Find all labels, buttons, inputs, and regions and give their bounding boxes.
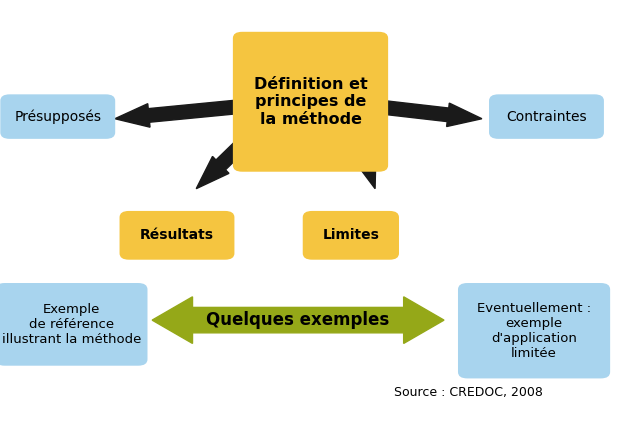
FancyBboxPatch shape [119,211,234,259]
FancyBboxPatch shape [458,283,610,378]
FancyBboxPatch shape [1,95,116,139]
FancyBboxPatch shape [489,95,604,139]
Polygon shape [347,117,376,189]
FancyBboxPatch shape [302,211,399,259]
Text: Eventuellement :
exemple
d'application
limitée: Eventuellement : exemple d'application l… [477,302,591,360]
Text: Définition et
principes de
la méthode: Définition et principes de la méthode [253,77,368,127]
Text: Quelques exemples: Quelques exemples [206,311,390,329]
Polygon shape [352,97,482,126]
Polygon shape [152,297,444,343]
Text: Présupposés: Présupposés [14,109,101,124]
Text: Exemple
de référence
illustrant la méthode: Exemple de référence illustrant la métho… [2,303,141,346]
Text: Contraintes: Contraintes [506,109,587,124]
Polygon shape [196,114,273,189]
FancyBboxPatch shape [0,283,147,365]
Polygon shape [115,97,269,127]
Text: Source : CREDOC, 2008: Source : CREDOC, 2008 [394,385,543,399]
Text: Limites: Limites [322,228,379,243]
FancyBboxPatch shape [233,32,388,172]
Text: Résultats: Résultats [140,228,214,243]
